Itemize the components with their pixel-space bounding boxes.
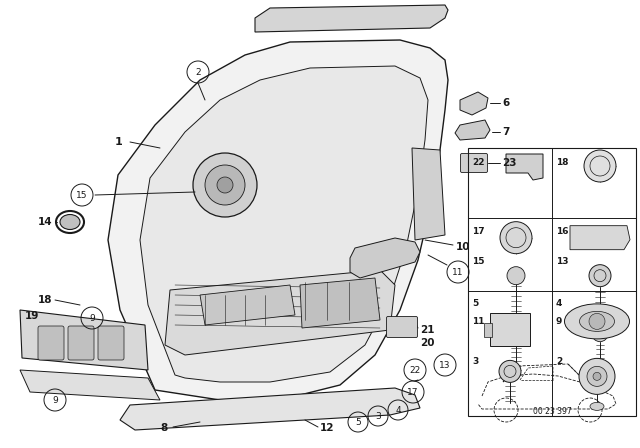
Text: 11: 11	[452, 267, 464, 276]
Polygon shape	[165, 270, 395, 355]
Text: 7: 7	[502, 127, 509, 137]
Text: 4: 4	[556, 299, 563, 308]
Text: 10: 10	[456, 242, 470, 252]
Text: 3: 3	[375, 412, 381, 421]
Polygon shape	[140, 66, 428, 382]
Text: 2: 2	[195, 68, 201, 77]
Polygon shape	[412, 148, 445, 240]
Circle shape	[193, 153, 257, 217]
Text: 1: 1	[115, 137, 123, 147]
Text: 5: 5	[472, 299, 478, 308]
Text: 12: 12	[320, 423, 335, 433]
Text: 15: 15	[472, 257, 484, 266]
Circle shape	[500, 222, 532, 254]
Polygon shape	[120, 388, 420, 430]
Ellipse shape	[579, 311, 614, 332]
Ellipse shape	[564, 304, 630, 339]
Text: 23: 23	[502, 158, 516, 168]
Text: 13: 13	[439, 361, 451, 370]
Text: 00 23 397: 00 23 397	[532, 406, 572, 415]
Polygon shape	[20, 310, 148, 370]
Circle shape	[507, 327, 525, 345]
Text: 13: 13	[556, 257, 568, 266]
Circle shape	[587, 366, 607, 386]
Circle shape	[217, 177, 233, 193]
FancyBboxPatch shape	[461, 154, 488, 172]
Ellipse shape	[60, 215, 80, 229]
Polygon shape	[200, 285, 295, 325]
Polygon shape	[506, 154, 543, 180]
Polygon shape	[460, 92, 488, 115]
FancyBboxPatch shape	[68, 326, 94, 360]
FancyBboxPatch shape	[38, 326, 64, 360]
Text: 15: 15	[76, 190, 88, 199]
Polygon shape	[108, 40, 448, 400]
Text: 17: 17	[472, 227, 484, 236]
Text: 17: 17	[407, 388, 419, 396]
Circle shape	[589, 314, 605, 329]
Circle shape	[205, 165, 245, 205]
Text: 14: 14	[38, 217, 52, 227]
Polygon shape	[570, 226, 630, 250]
Polygon shape	[20, 370, 160, 400]
Text: 20: 20	[420, 338, 435, 348]
Text: 21: 21	[420, 325, 435, 335]
Polygon shape	[490, 314, 530, 346]
Text: 2: 2	[556, 357, 563, 366]
Circle shape	[499, 360, 521, 383]
Text: 9: 9	[52, 396, 58, 405]
Text: 9: 9	[556, 317, 563, 326]
Circle shape	[579, 358, 615, 394]
Text: 5: 5	[355, 418, 361, 426]
Bar	[484, 323, 492, 337]
Text: 9: 9	[89, 314, 95, 323]
Text: 19: 19	[25, 311, 40, 321]
Text: 4: 4	[395, 405, 401, 414]
Circle shape	[593, 372, 601, 380]
Text: 18: 18	[556, 158, 568, 167]
Circle shape	[589, 265, 611, 287]
Polygon shape	[350, 238, 420, 278]
FancyBboxPatch shape	[98, 326, 124, 360]
Text: 3: 3	[472, 357, 478, 366]
Ellipse shape	[590, 402, 604, 410]
FancyBboxPatch shape	[387, 316, 417, 337]
Bar	[468, 148, 636, 416]
Text: 22: 22	[410, 366, 420, 375]
Text: 22: 22	[472, 158, 484, 167]
Text: 6: 6	[502, 98, 509, 108]
Circle shape	[507, 267, 525, 284]
Text: 16: 16	[556, 227, 568, 236]
Circle shape	[584, 150, 616, 182]
Polygon shape	[455, 120, 490, 140]
Polygon shape	[255, 5, 448, 32]
Text: 18: 18	[38, 295, 52, 305]
Text: 8: 8	[160, 423, 167, 433]
Polygon shape	[300, 278, 380, 328]
Text: 11: 11	[472, 317, 484, 326]
Circle shape	[592, 326, 608, 342]
